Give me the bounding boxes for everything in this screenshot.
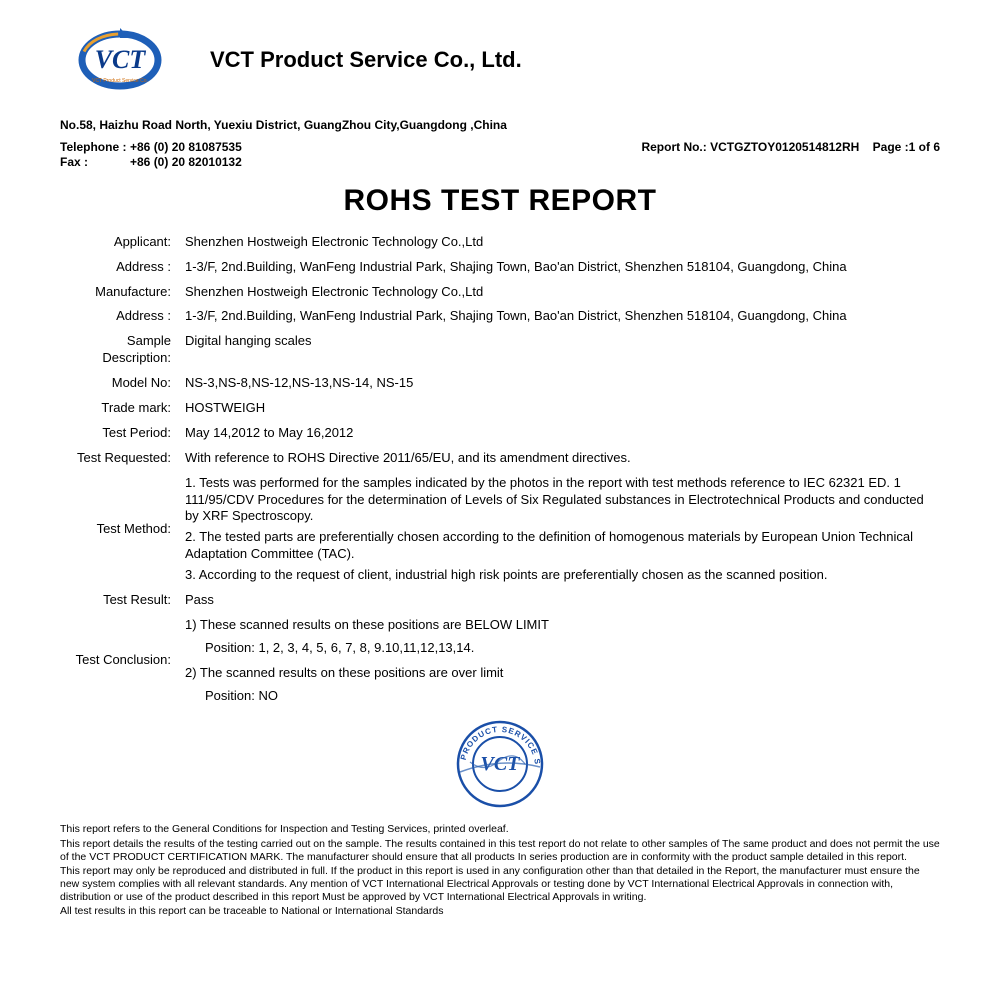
disclaimer-line-3: This report may only be reproduced and d… <box>60 865 940 904</box>
fax-label: Fax : <box>60 155 130 171</box>
conclusion-label: Test Conclusion: <box>60 652 185 669</box>
row-method: Test Method: 1. Tests was performed for … <box>60 475 940 584</box>
logo-subtext: VCT Product Service Co. <box>92 78 148 84</box>
model-value: NS-3,NS-8,NS-12,NS-13,NS-14, NS-15 <box>185 375 940 392</box>
header: VCT VCT Product Service Co. VCT Product … <box>60 20 940 100</box>
report-number-block: Report No.: VCTGZTOY0120514812RH Page :1… <box>641 140 940 171</box>
conclusion-2-pos: Position: NO <box>185 688 940 705</box>
row-requested: Test Requested: With reference to ROHS D… <box>60 450 940 467</box>
requested-value: With reference to ROHS Directive 2011/65… <box>185 450 940 467</box>
manufacture-value: Shenzhen Hostweigh Electronic Technology… <box>185 284 940 301</box>
sample-value: Digital hanging scales <box>185 333 940 367</box>
method-value: 1. Tests was performed for the samples i… <box>185 475 940 584</box>
method-label: Test Method: <box>60 521 185 538</box>
row-conclusion: Test Conclusion: 1) These scanned result… <box>60 617 940 705</box>
disclaimer-line-4: All test results in this report can be t… <box>60 905 940 918</box>
applicant-label: Applicant: <box>60 234 185 251</box>
telephone-value: +86 (0) 20 81087535 <box>130 140 242 154</box>
model-label: Model No: <box>60 375 185 392</box>
row-result: Test Result: Pass <box>60 592 940 609</box>
conclusion-value: 1) These scanned results on these positi… <box>185 617 940 705</box>
telephone-label: Telephone : <box>60 140 130 156</box>
row-period: Test Period: May 14,2012 to May 16,2012 <box>60 425 940 442</box>
row-model: Model No: NS-3,NS-8,NS-12,NS-13,NS-14, N… <box>60 375 940 392</box>
applicant-value: Shenzhen Hostweigh Electronic Technology… <box>185 234 940 251</box>
row-address2: Address : 1-3/F, 2nd.Building, WanFeng I… <box>60 308 940 325</box>
disclaimer-line-2: This report details the results of the t… <box>60 838 940 864</box>
disclaimer-line-1: This report refers to the General Condit… <box>60 823 940 836</box>
requested-label: Test Requested: <box>60 450 185 467</box>
disclaimer: This report refers to the General Condit… <box>60 823 940 918</box>
logo-text: VCT <box>95 45 147 74</box>
row-trademark: Trade mark: HOSTWEIGH <box>60 400 940 417</box>
period-label: Test Period: <box>60 425 185 442</box>
sample-label: Sample Description: <box>60 333 185 367</box>
method-2: 2. The tested parts are preferentially c… <box>185 529 940 563</box>
result-value: Pass <box>185 592 940 609</box>
row-applicant: Applicant: Shenzhen Hostweigh Electronic… <box>60 234 940 251</box>
period-value: May 14,2012 to May 16,2012 <box>185 425 940 442</box>
address2-label: Address : <box>60 308 185 325</box>
manufacture-label: Manufacture: <box>60 284 185 301</box>
contact-left: Telephone :+86 (0) 20 81087535 Fax :+86 … <box>60 140 242 171</box>
trademark-label: Trade mark: <box>60 400 185 417</box>
conclusion-1-pos: Position: 1, 2, 3, 4, 5, 6, 7, 8, 9.10,1… <box>185 640 940 657</box>
address1-label: Address : <box>60 259 185 276</box>
company-name: VCT Product Service Co., Ltd. <box>210 46 522 75</box>
report-no-value: VCTGZTOY0120514812RH <box>710 140 859 154</box>
fax-value: +86 (0) 20 82010132 <box>130 155 242 169</box>
row-sample: Sample Description: Digital hanging scal… <box>60 333 940 367</box>
contact-row: Telephone :+86 (0) 20 81087535 Fax :+86 … <box>60 140 940 171</box>
trademark-value: HOSTWEIGH <box>185 400 940 417</box>
report-title: ROHS TEST REPORT <box>60 181 940 220</box>
row-manufacture: Manufacture: Shenzhen Hostweigh Electron… <box>60 284 940 301</box>
company-logo: VCT VCT Product Service Co. <box>60 20 180 100</box>
method-1: 1. Tests was performed for the samples i… <box>185 475 940 526</box>
address2-value: 1-3/F, 2nd.Building, WanFeng Industrial … <box>185 308 940 325</box>
conclusion-1: 1) These scanned results on these positi… <box>185 617 940 634</box>
address1-value: 1-3/F, 2nd.Building, WanFeng Industrial … <box>185 259 940 276</box>
report-no-label: Report No.: <box>641 140 706 154</box>
conclusion-2: 2) The scanned results on these position… <box>185 665 940 682</box>
page-label: Page :1 of 6 <box>873 140 940 154</box>
result-label: Test Result: <box>60 592 185 609</box>
method-3: 3. According to the request of client, i… <box>185 567 940 584</box>
stamp: PRODUCT SERVICE SAFETY LAB VCT <box>60 712 940 817</box>
row-address1: Address : 1-3/F, 2nd.Building, WanFeng I… <box>60 259 940 276</box>
company-address: No.58, Haizhu Road North, Yuexiu Distric… <box>60 118 940 134</box>
